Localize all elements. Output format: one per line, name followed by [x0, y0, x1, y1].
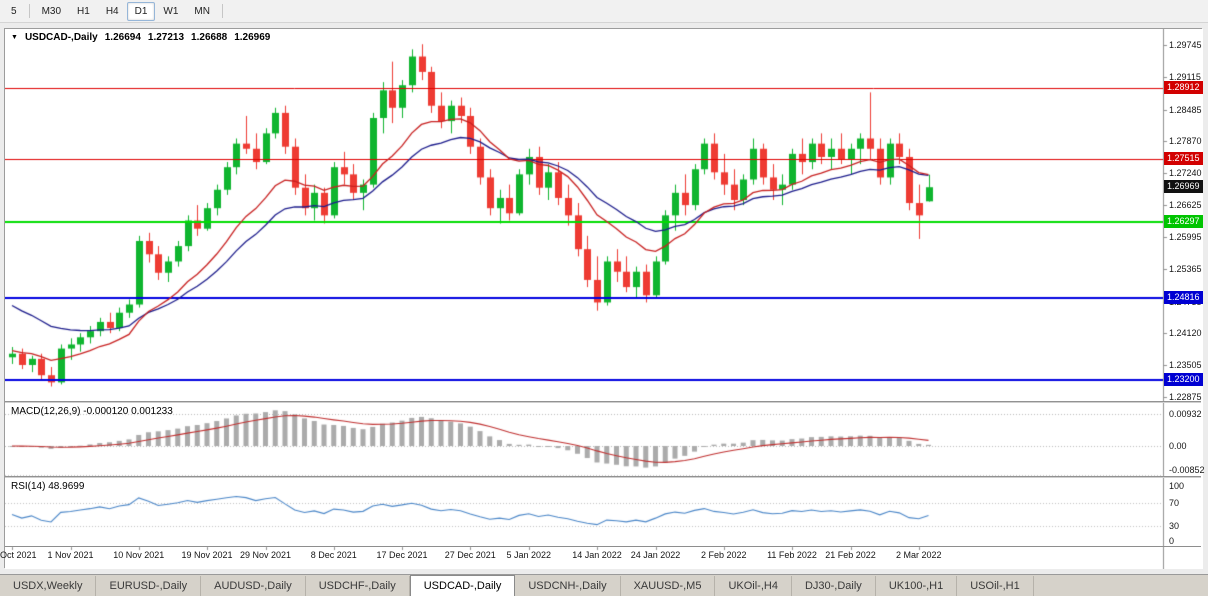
toolbar-separator	[28, 4, 30, 18]
chart-tab-audusd-daily[interactable]: AUDUSD-,Daily	[201, 576, 306, 596]
timeframe-button-5[interactable]: 5	[11, 5, 17, 17]
date-label: 29 Nov 2021	[239, 550, 292, 560]
chart-tab-xauusd-m5[interactable]: XAUUSD-,M5	[621, 576, 716, 596]
macd-scale-label: 0.00932	[1169, 409, 1202, 419]
date-label: 14 Jan 2022	[572, 550, 622, 560]
date-label: 19 Nov 2021	[181, 550, 233, 560]
price-tick: 1.26625	[1169, 199, 1202, 210]
ohlc-close: 1.26969	[234, 32, 271, 43]
chart-menu-icon: ▼	[11, 33, 18, 41]
price-badge-support-2: 1.24816	[1164, 290, 1203, 304]
price-tick: 1.25365	[1169, 264, 1202, 275]
chart-tab-usdchf-daily[interactable]: USDCHF-,Daily	[306, 576, 410, 596]
date-label: 27 Dec 2021	[444, 550, 496, 560]
macd-scale-label: 0.00	[1169, 441, 1187, 451]
timeframe-button-w1[interactable]: W1	[163, 5, 179, 17]
price-tick: 1.25995	[1169, 232, 1202, 243]
timeframe-button-m30[interactable]: M30	[41, 5, 62, 17]
price-badge-support-1: 1.26297	[1164, 214, 1203, 228]
chart-window: ▼ USDCAD-,Daily 1.26694 1.27213 1.26688 …	[0, 28, 1205, 569]
rsi-label-text: RSI(14)	[11, 481, 46, 492]
price-badge-resistance-1: 1.28912	[1164, 80, 1203, 94]
chart-tab-usoil-h1[interactable]: USOil-,H1	[957, 576, 1034, 596]
macd-scale-label: -0.00852	[1169, 465, 1205, 475]
macd-values: -0.000120 0.001233	[83, 406, 173, 417]
rsi-label: RSI(14) 48.9699	[11, 481, 84, 492]
rsi-value: 48.9699	[48, 481, 85, 492]
price-tick: 1.28485	[1169, 104, 1202, 115]
date-label: 21 Feb 2022	[825, 550, 876, 560]
price-tick: 1.23505	[1169, 359, 1202, 370]
price-tick: 1.29115	[1169, 72, 1201, 83]
panel-separator-rsi[interactable]	[5, 476, 1201, 478]
date-label: 24 Jan 2022	[630, 550, 681, 560]
price-badge-support-3: 1.23200	[1164, 373, 1203, 387]
price-tick: 1.27240	[1169, 168, 1202, 179]
rsi-scale-label: 70	[1169, 498, 1180, 508]
date-label: 2 Feb 2022	[700, 550, 747, 560]
date-label: 11 Feb 2022	[767, 550, 817, 560]
chart-tab-eurusd-daily[interactable]: EURUSD-,Daily	[96, 576, 202, 596]
chart-symbol-label: USDCAD-,Daily	[24, 32, 98, 43]
timeframe-button-h4[interactable]: H4	[105, 5, 119, 17]
rsi-scale-label: 30	[1169, 521, 1180, 531]
date-label: 8 Dec 2021	[310, 550, 357, 560]
chart-tab-usdcad-daily[interactable]: USDCAD-,Daily	[409, 575, 516, 596]
chart-tab-bar: USDX,Weekly EURUSD-,Daily AUDUSD-,Daily USD…	[0, 574, 1208, 596]
rsi-scale-label: 0	[1169, 536, 1175, 546]
panel-separator-macd[interactable]	[5, 401, 1201, 403]
price-tick: 1.29745	[1169, 40, 1202, 50]
timeframe-button-mn[interactable]: MN	[194, 5, 210, 17]
price-chart-canvas[interactable]	[5, 29, 1203, 569]
macd-label: MACD(12,26,9) -0.000120 0.001233	[11, 406, 173, 417]
price-tick: 1.24120	[1169, 328, 1202, 339]
date-label: 1 Nov 2021	[47, 550, 94, 560]
toolbar-separator	[221, 4, 223, 18]
chart-tab-ukoil-h4[interactable]: UKOil-,H4	[715, 576, 792, 596]
price-tick: 1.27870	[1169, 136, 1202, 147]
price-badge-current-price: 1.26969	[1164, 180, 1203, 194]
date-label: 22 Oct 2021	[0, 550, 37, 560]
chart-tab-usdcnh-daily[interactable]: USDCNH-,Daily	[515, 576, 621, 596]
timeframe-toolbar: 5 M30 H1 H4 D1 W1 MN	[0, 0, 1208, 23]
chart-tab-uk100-h1[interactable]: UK100-,H1	[876, 576, 958, 596]
macd-label-text: MACD(12,26,9)	[11, 406, 81, 417]
chart-tab-usdx-weekly[interactable]: USDX,Weekly	[0, 576, 97, 596]
date-label: 10 Nov 2021	[113, 550, 165, 560]
date-label: 17 Dec 2021	[376, 550, 428, 560]
price-tick: 1.22875	[1169, 391, 1202, 402]
date-axis-divider	[5, 546, 1201, 547]
chart-tab-dj30-daily[interactable]: DJ30-,Daily	[792, 576, 876, 596]
timeframe-button-d1[interactable]: D1	[126, 1, 156, 21]
timeframe-button-h1[interactable]: H1	[77, 5, 90, 17]
rsi-scale-label: 100	[1169, 480, 1185, 491]
ohlc-low: 1.26688	[191, 32, 228, 43]
date-label: 5 Jan 2022	[506, 550, 552, 560]
ohlc-high: 1.27213	[147, 32, 185, 43]
ohlc-open: 1.26694	[104, 32, 141, 43]
chart-title: ▼ USDCAD-,Daily 1.26694 1.27213 1.26688 …	[11, 32, 270, 43]
price-badge-resistance-2: 1.27515	[1164, 152, 1203, 166]
date-label: 2 Mar 2022	[895, 550, 942, 560]
